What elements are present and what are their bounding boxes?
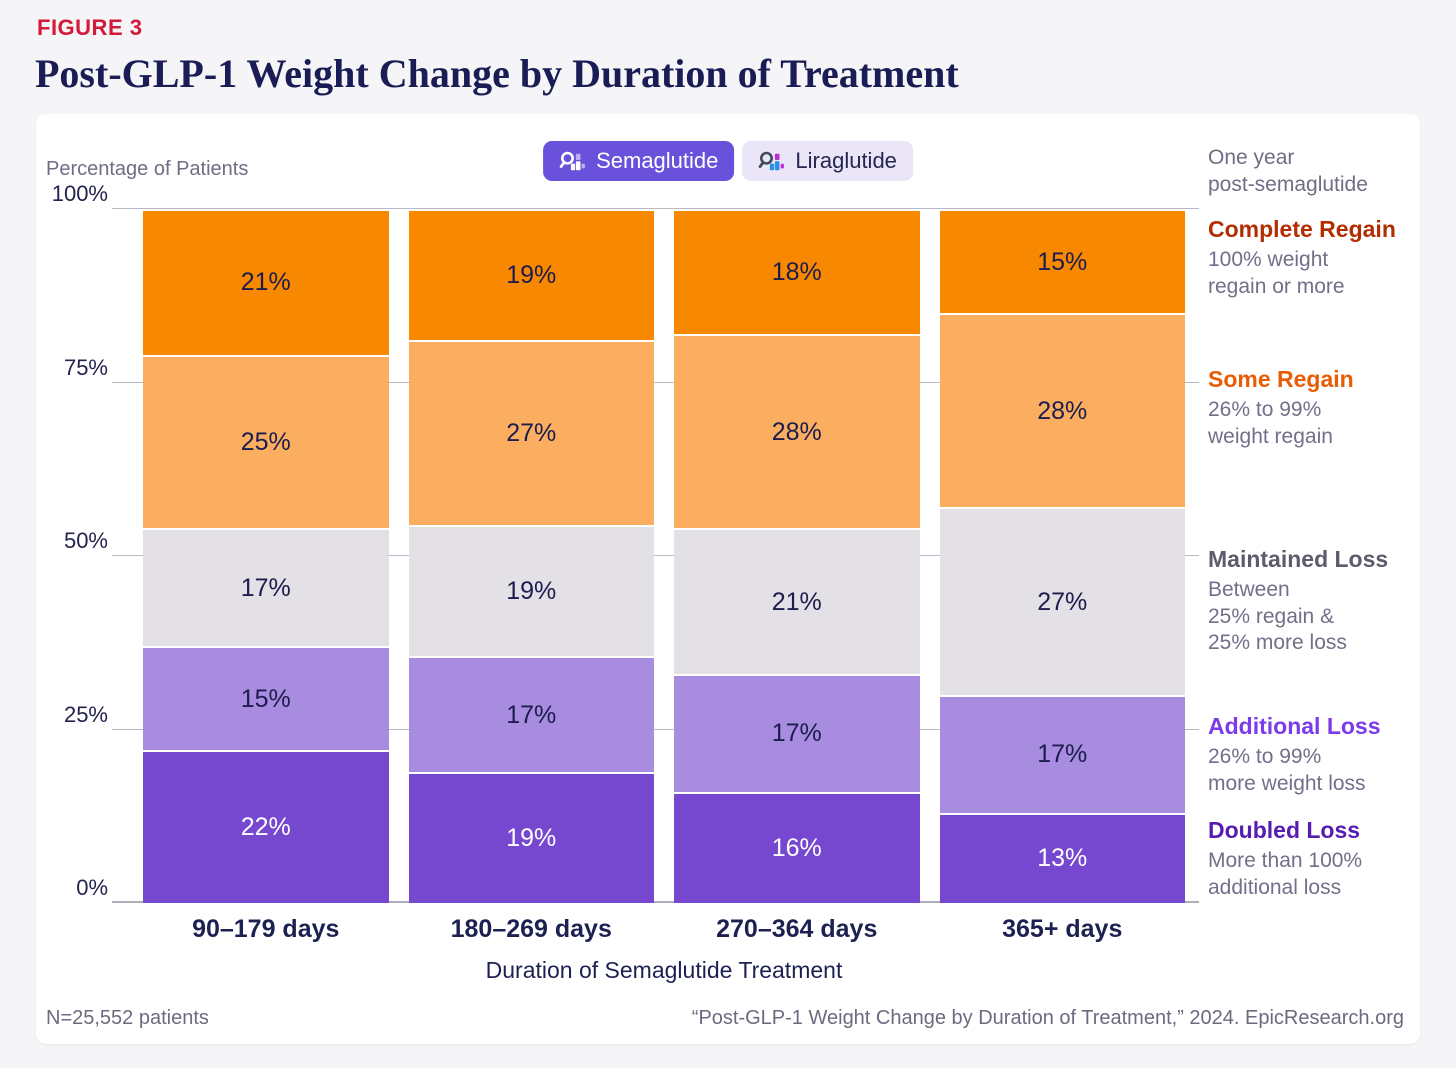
y-tick-label: 0%	[76, 875, 108, 900]
legend-heading: Maintained Loss	[1208, 546, 1389, 572]
bar-365+ days: 15% 28% 27% 17% 13% 365+ days	[939, 209, 1185, 943]
segment-Some Regain[interactable]: 28%	[674, 333, 920, 529]
segment-Complete Regain[interactable]: 18%	[674, 209, 920, 334]
gridline	[112, 381, 1199, 383]
gridline	[112, 208, 1199, 209]
toggle-liraglutide-label: Liraglutide	[795, 148, 897, 173]
segment-value-label: 25%	[240, 427, 291, 456]
segment-Some Regain[interactable]: 25%	[143, 354, 389, 529]
segment-value-label: 28%	[1037, 396, 1088, 425]
x-tick-label: 180–269 days	[450, 915, 612, 943]
legend-description: 26% to 99% more weight loss	[1208, 745, 1366, 795]
x-tick-label: 270–364 days	[716, 915, 878, 943]
segment-value-label: 15%	[1037, 247, 1088, 276]
sample-size-note: N=25,552 patients	[46, 1007, 209, 1029]
drug-toggle-group: Semaglutide Liraglutide	[543, 141, 913, 181]
segment-value-label: 27%	[1037, 587, 1088, 616]
magnifier-chart-icon	[559, 149, 586, 174]
plot-area: 21% 25% 17% 15% 22% 90–179 days 19% 27% 19% 17% 19…	[52, 181, 1199, 943]
segment-value-label: 27%	[506, 418, 557, 447]
segment-value-label: 17%	[240, 573, 291, 602]
legend-entry-complete-regain: Complete Regain 100% weight regain or mor…	[1208, 216, 1396, 300]
segment-Maintained Loss[interactable]: 27%	[939, 507, 1185, 695]
segment-Doubled Loss[interactable]: 22%	[143, 750, 389, 903]
legend-description: More than 100% additional loss	[1208, 849, 1363, 899]
x-tick-label: 90–179 days	[192, 915, 340, 943]
legend-description: 100% weight regain or more	[1208, 248, 1345, 298]
y-tick-label: 50%	[63, 528, 108, 553]
toggle-semaglutide-label: Semaglutide	[596, 148, 719, 173]
legend-entry-doubled-loss: Doubled Loss More than 100% additional lo…	[1208, 817, 1363, 901]
segment-Additional Loss[interactable]: 17%	[939, 694, 1185, 813]
figure-label: FIGURE 3	[37, 15, 143, 40]
segment-value-label: 15%	[240, 684, 291, 713]
legend-heading: Complete Regain	[1208, 216, 1396, 242]
segment-Additional Loss[interactable]: 17%	[408, 655, 654, 773]
segment-Doubled Loss[interactable]: 13%	[939, 812, 1185, 903]
chart-card: Percentage of Patients Semaglutide	[36, 114, 1420, 1044]
x-axis-title: Duration of Semaglutide Treatment	[485, 957, 843, 983]
toggle-liraglutide[interactable]: Liraglutide	[742, 141, 913, 181]
segment-value-label: 19%	[506, 576, 557, 605]
legend-heading: Additional Loss	[1208, 713, 1381, 739]
legend-description: 26% to 99% weight regain	[1208, 398, 1333, 448]
source-citation: “Post-GLP-1 Weight Change by Duration of…	[691, 1007, 1404, 1029]
segment-Some Regain[interactable]: 28%	[939, 313, 1185, 508]
segment-value-label: 19%	[506, 260, 557, 289]
segment-value-label: 13%	[1037, 844, 1088, 873]
y-tick-label: 25%	[63, 701, 108, 727]
legend-entry-additional-loss: Additional Loss 26% to 99% more weight lo…	[1208, 713, 1381, 797]
magnifier-chart-icon	[758, 149, 785, 174]
segment-Doubled Loss[interactable]: 19%	[408, 772, 654, 903]
legend-rail: One year post-semaglutide Complete Regai…	[1208, 146, 1413, 903]
segment-Maintained Loss[interactable]: 19%	[408, 525, 654, 656]
segment-value-label: 19%	[506, 824, 557, 853]
x-tick-label: 365+ days	[1002, 915, 1123, 943]
gridline	[112, 555, 1199, 556]
segment-Maintained Loss[interactable]: 17%	[143, 528, 389, 647]
segment-value-label: 18%	[771, 257, 822, 286]
segment-value-label: 16%	[771, 833, 822, 862]
legend-context-note: One year post-semaglutide	[1208, 146, 1368, 196]
segment-value-label: 28%	[771, 417, 822, 446]
bars-row: 21% 25% 17% 15% 22% 90–179 days 19% 27% 19% 17% 19…	[143, 209, 1199, 943]
segment-Additional Loss[interactable]: 15%	[143, 646, 389, 751]
bar-90–179 days: 21% 25% 17% 15% 22% 90–179 days	[143, 209, 389, 943]
segment-value-label: 17%	[1037, 740, 1088, 769]
y-axis-title: Percentage of Patients	[46, 158, 249, 180]
y-tick-label: 75%	[63, 354, 108, 380]
segment-Complete Regain[interactable]: 19%	[408, 209, 654, 340]
segment-Additional Loss[interactable]: 17%	[674, 673, 920, 792]
legend-entry-maintained-loss: Maintained Loss Between 25% regain & 25% …	[1208, 546, 1389, 657]
segment-Some Regain[interactable]: 27%	[408, 339, 654, 526]
segment-value-label: 21%	[771, 587, 822, 616]
bar-270–364 days: 18% 28% 21% 17% 16% 270–364 days	[674, 209, 920, 943]
legend-heading: Some Regain	[1208, 366, 1354, 392]
page-title: Post-GLP-1 Weight Change by Duration of …	[35, 51, 959, 96]
toggle-semaglutide[interactable]: Semaglutide	[543, 141, 735, 181]
legend-heading: Doubled Loss	[1208, 817, 1361, 843]
gridline	[112, 901, 1199, 903]
legend-description: Between 25% regain & 25% more loss	[1208, 578, 1347, 655]
bar-180–269 days: 19% 27% 19% 17% 19% 180–269 days	[408, 209, 654, 943]
segment-value-label: 21%	[240, 268, 291, 297]
legend-entry-some-regain: Some Regain 26% to 99% weight regain	[1208, 366, 1354, 450]
segment-Complete Regain[interactable]: 15%	[939, 209, 1185, 314]
segment-Doubled Loss[interactable]: 16%	[674, 791, 920, 903]
segment-Complete Regain[interactable]: 21%	[143, 209, 389, 355]
segment-value-label: 22%	[240, 813, 291, 842]
segment-value-label: 17%	[771, 719, 822, 748]
segment-value-label: 17%	[506, 700, 557, 729]
segment-Maintained Loss[interactable]: 21%	[674, 528, 920, 674]
gridline	[112, 728, 1199, 730]
y-tick-label: 100%	[51, 181, 108, 206]
